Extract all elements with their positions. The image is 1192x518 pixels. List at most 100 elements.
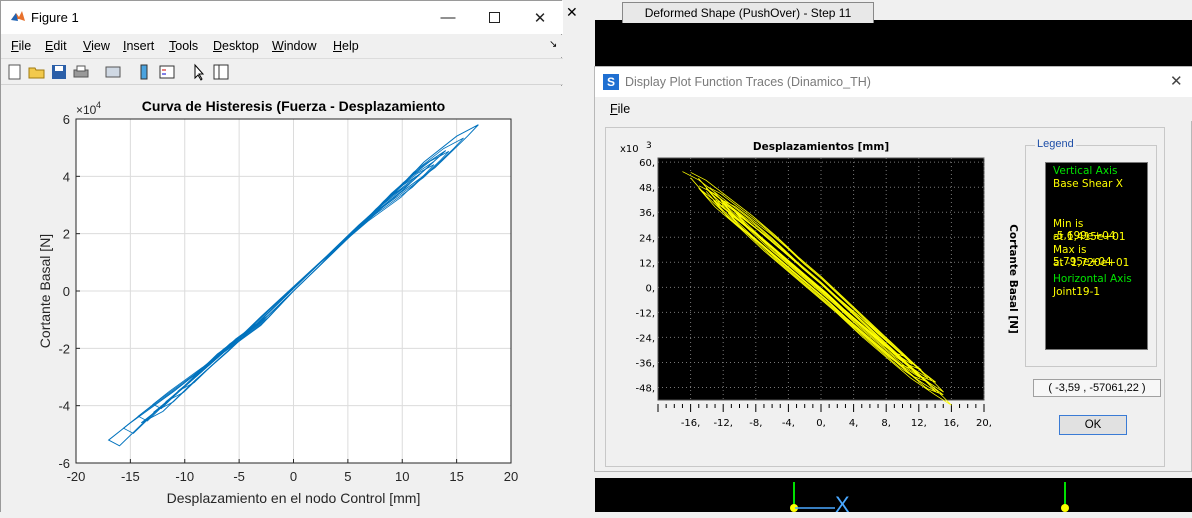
model-view-top — [595, 20, 1192, 66]
x-tick-label: 0, — [816, 418, 826, 429]
hysteresis-loop — [152, 164, 435, 410]
base-shear-trace-chart[interactable]: -16, -12, -8, -4, 0, 4, 8, 12, 16, 20, 60, 48, 36, 24… — [606, 128, 1026, 466]
x-tick-label: 8, — [881, 418, 891, 429]
save-icon[interactable] — [50, 63, 68, 81]
open-icon[interactable] — [28, 63, 46, 81]
x-tick-label: 20, — [976, 418, 992, 429]
legend-line: Horizontal Axis — [1053, 273, 1132, 285]
y-tick-label: -4 — [58, 399, 70, 414]
dialog-menubar: File — [595, 97, 1192, 121]
exponent-label: ×10 — [76, 103, 97, 117]
legend-line: at -1,720e+01 — [1053, 257, 1130, 269]
menu-tools[interactable]: Tools — [169, 39, 199, 53]
dialog-close-icon[interactable]: ✕ — [1170, 73, 1183, 90]
pointer-icon[interactable] — [190, 63, 208, 81]
print-icon[interactable] — [72, 63, 90, 81]
legend-line: Joint19-1 — [1053, 286, 1101, 298]
close-icon[interactable]: ✕ — [533, 9, 547, 27]
trace-line — [715, 199, 921, 379]
close-icon[interactable]: ✕ — [566, 4, 578, 20]
figure-axes-area: -20 -15 -10 -5 0 5 10 15 20 -6 -4 -2 0 2 4 6 Curva de Hi… — [1, 86, 563, 513]
y-tick-label: -12, — [635, 308, 655, 319]
new-figure-icon[interactable] — [6, 63, 24, 81]
x-tick-label: -8, — [749, 418, 762, 429]
figure-title-bar[interactable]: Figure 1 — ✕ — [1, 1, 563, 34]
x-tick-label: -20 — [67, 469, 86, 484]
colorbar-icon[interactable] — [136, 63, 154, 81]
svg-text:X: X — [835, 492, 850, 512]
exponent-label: x10 — [620, 144, 639, 155]
x-tick-label: -10 — [175, 469, 194, 484]
x-tick-label: 15 — [449, 469, 463, 484]
plot-function-traces-dialog: S Display Plot Function Traces (Dinamico… — [594, 66, 1192, 472]
y-tick-label: -2 — [58, 341, 70, 356]
trace-line — [698, 185, 937, 392]
menu-help[interactable]: Help — [333, 39, 359, 53]
menu-view[interactable]: View — [83, 39, 110, 53]
x-tick-label: 20 — [504, 469, 518, 484]
x-tick-label: -16, — [681, 418, 701, 429]
x-tick-label: 4, — [849, 418, 859, 429]
y-tick-label: -36, — [635, 358, 655, 369]
dialog-title-bar[interactable]: S Display Plot Function Traces (Dinamico… — [595, 67, 1192, 97]
y-tick-label: 60, — [639, 158, 655, 169]
menu-edit[interactable]: Edit — [45, 39, 67, 53]
model-axis-glyph: X — [790, 482, 1069, 517]
y-tick-label: 0 — [63, 284, 70, 299]
x-tick-label: -4, — [782, 418, 795, 429]
x-tick-label: -5 — [233, 469, 245, 484]
x-tick-label: 16, — [943, 418, 959, 429]
legend-line: at 1,415e+01 — [1053, 231, 1126, 243]
menu-desktop[interactable]: Desktop — [213, 39, 259, 53]
dialog-menu-file[interactable]: File — [610, 102, 631, 116]
y-tick-label: 48, — [639, 183, 655, 194]
minimize-icon[interactable]: — — [440, 9, 456, 26]
y-tick-label: 2 — [63, 227, 70, 242]
ok-button[interactable]: OK — [1059, 415, 1127, 435]
sap-logo-icon: S — [603, 74, 619, 90]
legend-line: Vertical Axis — [1053, 165, 1118, 177]
menu-file[interactable]: File — [11, 39, 32, 53]
trace-line — [682, 171, 952, 406]
menu-insert[interactable]: Insert — [123, 39, 155, 53]
model-view-bottom: X — [595, 478, 1192, 517]
y-tick-label: -48, — [635, 383, 655, 394]
y-tick-label: 36, — [639, 208, 655, 219]
y-tick-label: 6 — [63, 112, 70, 127]
figure-toolbar — [1, 58, 563, 85]
x-tick-label: 0 — [290, 469, 297, 484]
y-tick-label: 4 — [63, 169, 70, 184]
x-tick-label: -12, — [713, 418, 733, 429]
x-tick-label: 10 — [395, 469, 409, 484]
legend-group: Legend Vertical Axis Base Shear X Min is -… — [1025, 138, 1157, 367]
x-tick-label: 5 — [344, 469, 351, 484]
matlab-figure-window: Figure 1 — ✕ File Edit View Insert Tools Desk… — [0, 0, 563, 513]
exponent-power: 4 — [96, 100, 101, 110]
menu-window[interactable]: Window — [272, 39, 317, 53]
trace-y-axis-label: Cortante Basal [N] — [1007, 224, 1019, 334]
maximize-icon[interactable] — [471, 1, 517, 34]
x-tick-label: -15 — [121, 469, 140, 484]
figure-menubar: File Edit View Insert Tools Desktop Window Help… — [1, 35, 563, 57]
dock-arrow-icon[interactable]: ↘ — [549, 39, 558, 50]
x-tick-label: 12, — [911, 418, 927, 429]
y-tick-label: -6 — [58, 456, 70, 471]
property-inspector-icon[interactable] — [212, 63, 230, 81]
legend-panel: Vertical Axis Base Shear X Min is -5,699e+… — [1045, 162, 1148, 350]
matlab-logo-icon — [10, 9, 26, 30]
figure-title: Figure 1 — [31, 10, 79, 25]
y-tick-label: 24, — [639, 233, 655, 244]
y-tick-label: -24, — [635, 333, 655, 344]
tab-deformed-shape[interactable]: Deformed Shape (PushOver) - Step 11 — [622, 2, 874, 23]
chart-title: Curva de Histeresis (Fuerza - Desplazami… — [142, 98, 445, 114]
trace-line — [707, 186, 929, 379]
coordinate-readout: ( -3,59 , -57061,22 ) — [1033, 379, 1161, 397]
y-tick-label: 12, — [639, 258, 655, 269]
legend-line: Min is -5,699e+04 — [1053, 218, 1116, 242]
trace-chart-title: Desplazamientos [mm] — [753, 141, 889, 153]
legend-icon[interactable] — [158, 63, 176, 81]
trace-line — [723, 200, 913, 365]
print-preview-icon[interactable] — [104, 63, 122, 81]
legend-line: Base Shear X — [1053, 178, 1123, 190]
